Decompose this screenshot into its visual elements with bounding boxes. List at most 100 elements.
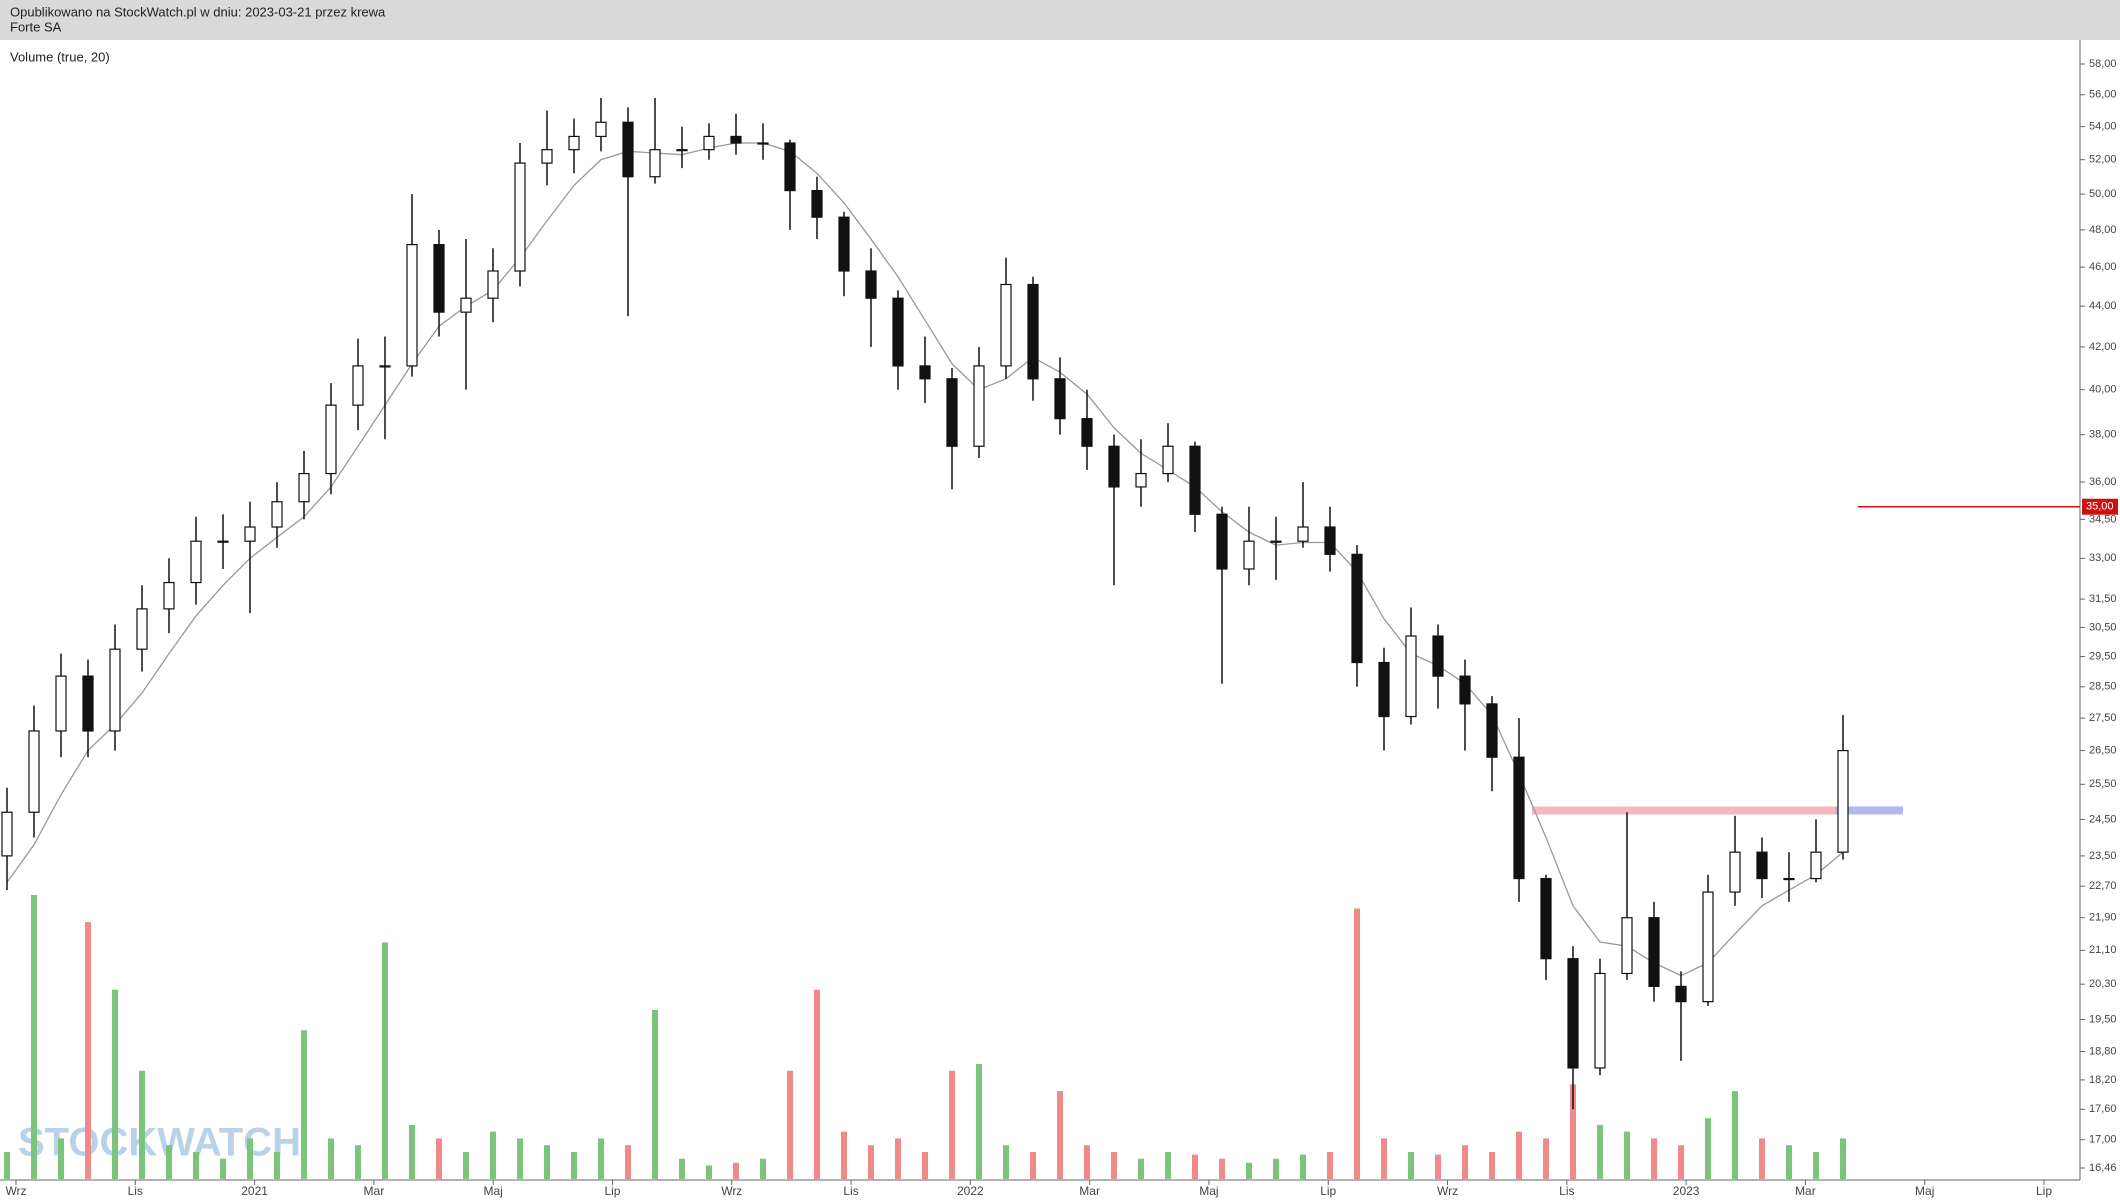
volume-bar bbox=[571, 1151, 577, 1179]
volume-bar bbox=[247, 1138, 253, 1179]
candle-body bbox=[622, 121, 634, 178]
x-tick-label: Mar bbox=[1079, 1184, 1100, 1198]
volume-bar bbox=[220, 1158, 226, 1179]
y-tick-label: 56,00 bbox=[2089, 89, 2117, 101]
y-tick-label: 21,10 bbox=[2089, 944, 2117, 956]
volume-bar bbox=[1003, 1145, 1009, 1179]
candle-body bbox=[946, 378, 958, 447]
candle-body bbox=[28, 730, 40, 813]
volume-bar bbox=[625, 1145, 631, 1179]
volume-bar bbox=[1462, 1145, 1468, 1179]
candle-body bbox=[1081, 418, 1093, 447]
volume-bar bbox=[895, 1138, 901, 1179]
volume-bar bbox=[517, 1138, 523, 1179]
candle-body bbox=[919, 365, 931, 380]
volume-bar bbox=[1786, 1145, 1792, 1179]
volume-bar bbox=[1111, 1151, 1117, 1179]
candle-body bbox=[730, 135, 742, 144]
y-tick-label: 44,00 bbox=[2089, 300, 2117, 312]
y-tick-label: 22,70 bbox=[2089, 880, 2117, 892]
volume-bar bbox=[922, 1151, 928, 1179]
candle-body bbox=[973, 365, 985, 447]
volume-bar bbox=[1516, 1131, 1522, 1179]
x-tick-label: Lis bbox=[128, 1184, 143, 1198]
volume-bar bbox=[409, 1124, 415, 1179]
candle-body bbox=[406, 244, 418, 367]
candle-body bbox=[1162, 445, 1174, 475]
volume-bar bbox=[85, 922, 91, 1179]
y-tick-label: 40,00 bbox=[2089, 384, 2117, 396]
candle-body bbox=[163, 581, 175, 610]
x-tick-label: Mar bbox=[1795, 1184, 1816, 1198]
candle-body bbox=[244, 526, 256, 542]
volume-bar bbox=[1543, 1138, 1549, 1179]
candle-body bbox=[541, 149, 553, 164]
candle-body bbox=[568, 135, 580, 151]
candle-body bbox=[1729, 851, 1741, 893]
candle-body bbox=[487, 270, 499, 299]
y-tick-label: 18,20 bbox=[2089, 1074, 2117, 1086]
candle-body bbox=[1594, 972, 1606, 1069]
candle-body bbox=[1837, 749, 1849, 853]
volume-bar bbox=[1570, 1084, 1576, 1179]
header-note: Opublikowano na StockWatch.pl w dniu: 20… bbox=[10, 4, 386, 19]
x-tick-label: 2022 bbox=[957, 1184, 984, 1198]
candle-body bbox=[460, 297, 472, 313]
volume-bar bbox=[1435, 1154, 1441, 1179]
volume-bar bbox=[1300, 1154, 1306, 1179]
candle-body bbox=[136, 608, 148, 650]
y-tick-label: 26,50 bbox=[2089, 744, 2117, 756]
candle-body bbox=[1, 811, 13, 857]
candle-body bbox=[1351, 553, 1363, 664]
candle-body bbox=[1189, 445, 1201, 515]
volume-bar bbox=[1273, 1158, 1279, 1179]
y-tick-label: 19,50 bbox=[2089, 1013, 2117, 1025]
volume-bar bbox=[1732, 1091, 1738, 1179]
y-tick-label: 28,50 bbox=[2089, 681, 2117, 693]
candle-body bbox=[217, 540, 229, 543]
candle-body bbox=[379, 365, 391, 368]
volume-bar bbox=[4, 1151, 10, 1179]
volume-bar bbox=[31, 895, 37, 1179]
resistance-zone bbox=[1835, 806, 1903, 815]
volume-bar bbox=[1651, 1138, 1657, 1179]
volume-bar bbox=[1327, 1151, 1333, 1179]
volume-bar bbox=[355, 1145, 361, 1179]
volume-bar bbox=[1624, 1131, 1630, 1179]
x-tick-label: Wrz bbox=[721, 1184, 742, 1198]
y-tick-label: 18,80 bbox=[2089, 1045, 2117, 1057]
candle-body bbox=[676, 149, 688, 152]
candle-body bbox=[1432, 635, 1444, 677]
volume-bar bbox=[598, 1138, 604, 1179]
y-tick-label: 42,00 bbox=[2089, 341, 2117, 353]
volume-bar bbox=[1138, 1158, 1144, 1179]
candle-body bbox=[1756, 851, 1768, 880]
y-tick-label: 25,50 bbox=[2089, 778, 2117, 790]
volume-bar bbox=[1381, 1138, 1387, 1179]
volume-bar bbox=[814, 989, 820, 1179]
x-tick-label: 2021 bbox=[241, 1184, 268, 1198]
y-tick-label: 20,30 bbox=[2089, 978, 2117, 990]
volume-bar bbox=[1759, 1138, 1765, 1179]
volume-bar bbox=[1840, 1138, 1846, 1179]
volume-bar bbox=[139, 1070, 145, 1179]
candle-body bbox=[1405, 635, 1417, 718]
volume-bar bbox=[1705, 1118, 1711, 1179]
volume-bar bbox=[436, 1138, 442, 1179]
price-level-label: 35,00 bbox=[2086, 501, 2114, 513]
y-tick-label: 58,00 bbox=[2089, 58, 2117, 70]
volume-bar bbox=[1813, 1151, 1819, 1179]
x-tick-label: Mar bbox=[364, 1184, 385, 1198]
volume-bar bbox=[301, 1030, 307, 1179]
candle-body bbox=[703, 135, 715, 151]
candle-body bbox=[325, 404, 337, 475]
x-tick-label: Lip bbox=[604, 1184, 620, 1198]
candle-body bbox=[1810, 851, 1822, 880]
y-tick-label: 34,50 bbox=[2089, 513, 2117, 525]
candle-body bbox=[811, 189, 823, 218]
volume-bar bbox=[274, 1151, 280, 1179]
volume-bar bbox=[166, 1145, 172, 1179]
volume-bar bbox=[1408, 1151, 1414, 1179]
